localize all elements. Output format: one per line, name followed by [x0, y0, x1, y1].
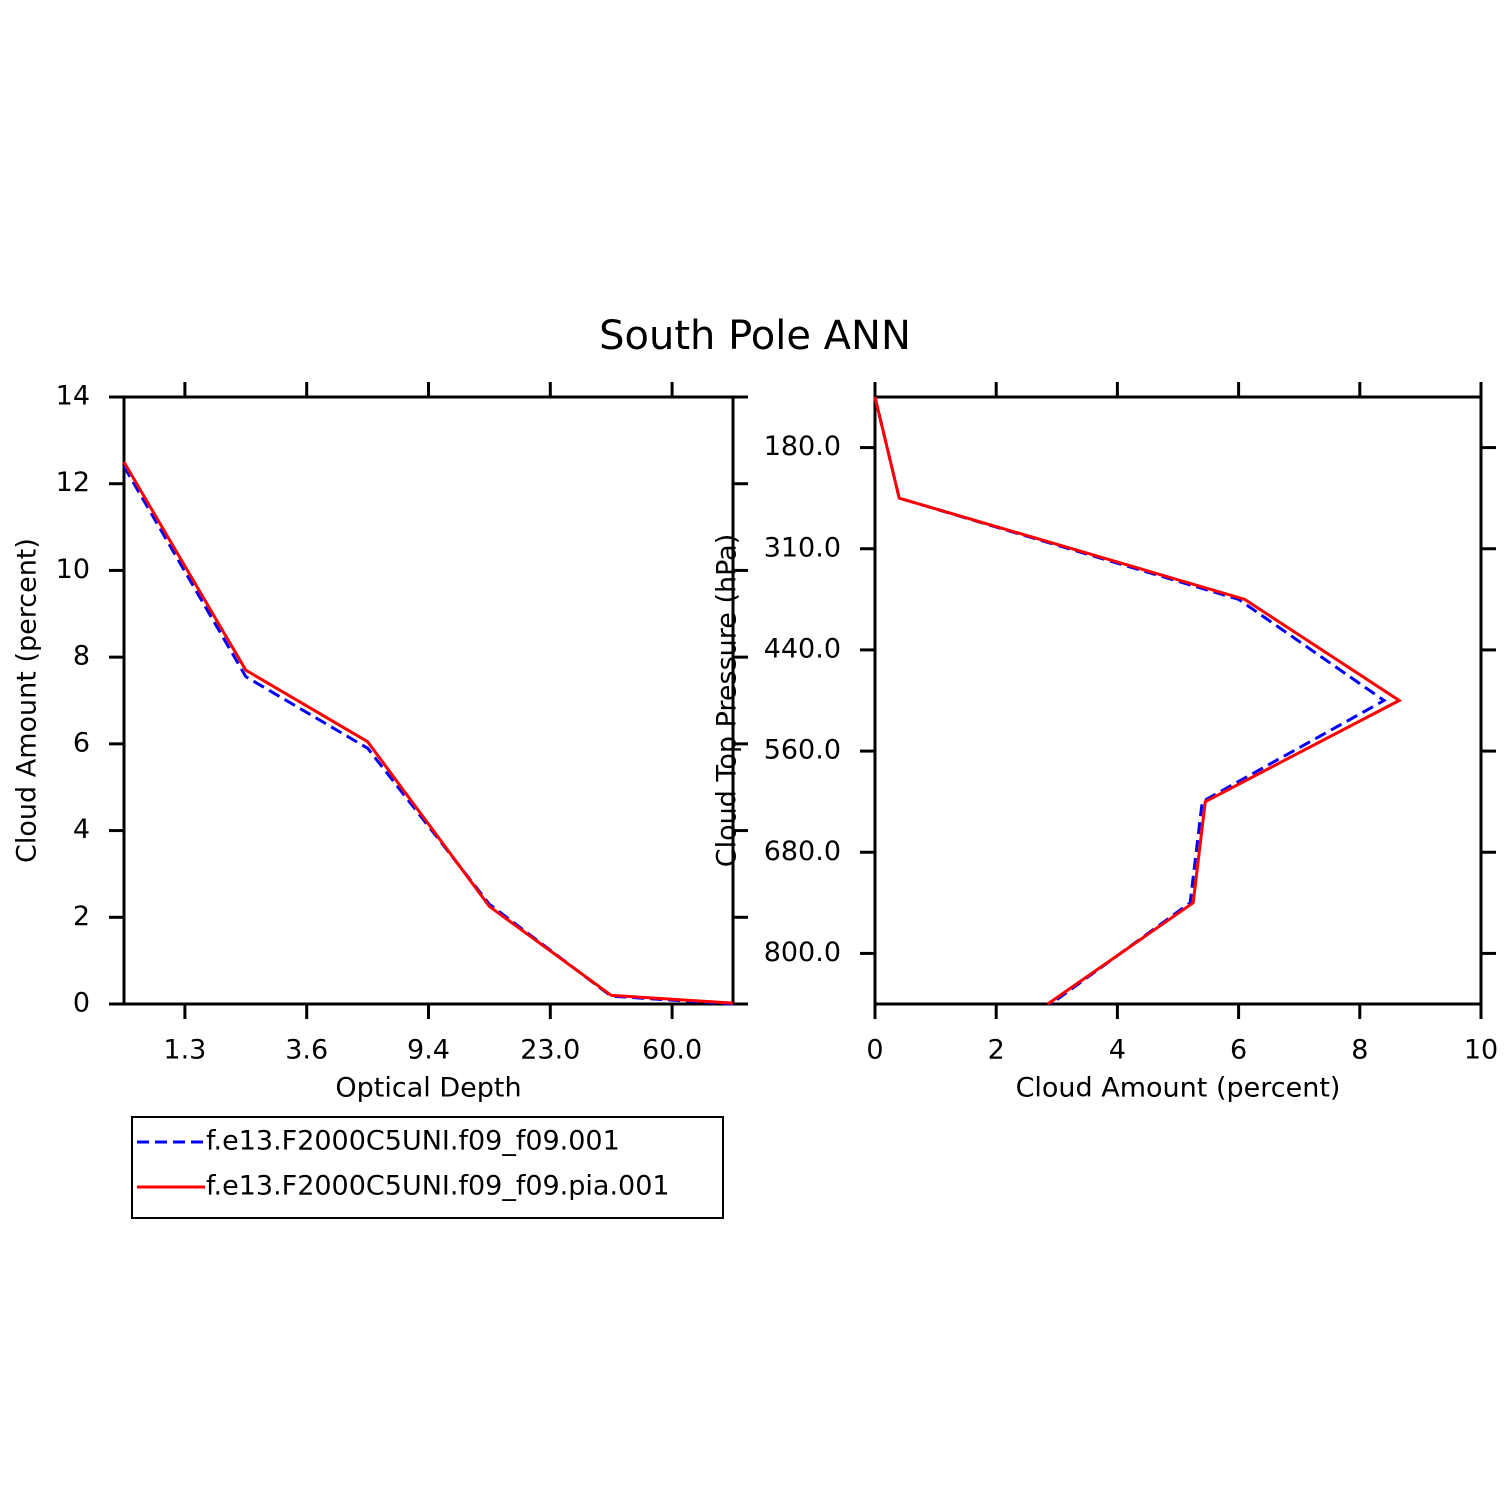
x-tick-label: 10: [1464, 1035, 1498, 1066]
figure-title: South Pole ANN: [599, 313, 911, 359]
x-tick-label: 6: [1230, 1035, 1247, 1066]
y-tick-label: 680.0: [764, 836, 841, 867]
y-tick-label: 310.0: [764, 532, 841, 563]
x-axis-label: Optical Depth: [335, 1073, 521, 1104]
x-axis-label: Cloud Amount (percent): [1016, 1073, 1341, 1104]
y-tick-label: 10: [56, 554, 90, 585]
x-tick-label: 4: [1109, 1035, 1126, 1066]
y-tick-label: 440.0: [764, 633, 841, 664]
x-tick-label: 23.0: [520, 1035, 580, 1066]
x-tick-label: 60.0: [642, 1035, 702, 1066]
x-tick-label: 2: [988, 1035, 1005, 1066]
x-tick-label: 1.3: [163, 1035, 206, 1066]
y-tick-label: 800.0: [764, 937, 841, 968]
plot-frame: [873, 395, 1483, 1006]
y-tick-label: 2: [73, 901, 90, 932]
x-tick-label: 3.6: [285, 1035, 328, 1066]
y-tick-label: 4: [73, 814, 90, 845]
series-line: [122, 461, 734, 1005]
y-tick-label: 12: [56, 467, 90, 498]
x-tick-label: 9.4: [407, 1035, 450, 1066]
y-tick-label: 180.0: [764, 431, 841, 462]
y-axis-label: Cloud Amount (percent): [12, 538, 43, 863]
series-line: [873, 396, 1403, 1006]
series-line: [122, 465, 734, 1006]
x-tick-label: 8: [1351, 1035, 1368, 1066]
y-tick-label: 8: [73, 641, 90, 672]
series-line: [873, 396, 1387, 1006]
y-axis-label: Cloud Top Pressure (hPa): [712, 534, 743, 868]
y-tick-label: 14: [56, 381, 90, 412]
legend-label: f.e13.F2000C5UNI.f09_f09.pia.001: [206, 1171, 670, 1202]
legend-box: [131, 1116, 724, 1219]
y-tick-label: 560.0: [764, 735, 841, 766]
y-tick-label: 6: [73, 727, 90, 758]
y-tick-label: 0: [73, 988, 90, 1019]
x-tick-label: 0: [866, 1035, 883, 1066]
legend-label: f.e13.F2000C5UNI.f09_f09.001: [206, 1126, 620, 1157]
